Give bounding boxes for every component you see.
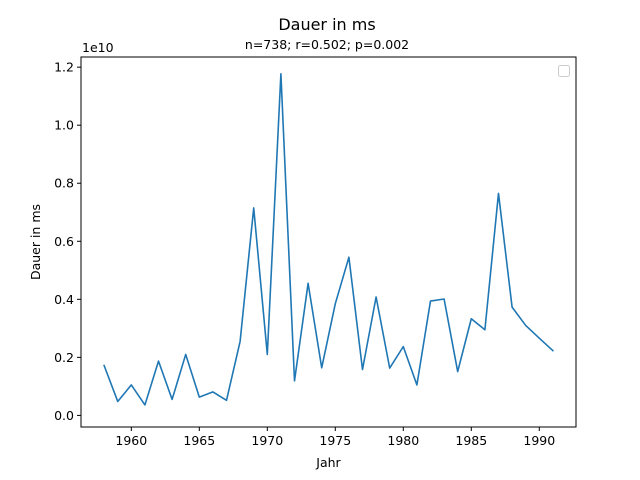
x-tick-label: 1965 bbox=[183, 433, 215, 448]
x-tick-label: 1970 bbox=[251, 433, 283, 448]
x-axis: 1960 1965 1970 1975 1980 1985 1990 bbox=[115, 427, 555, 448]
y-tick-label: 0.2 bbox=[54, 350, 74, 365]
x-tick-label: 1975 bbox=[319, 433, 351, 448]
y-axis: 0.0 0.2 0.4 0.6 0.8 1.0 1.2 bbox=[54, 60, 81, 423]
axes-frame bbox=[80, 56, 577, 428]
series-line bbox=[103, 73, 555, 406]
x-tick-label: 1990 bbox=[523, 433, 555, 448]
x-axis-label: Jahr bbox=[315, 455, 341, 470]
x-tick-label: 1980 bbox=[387, 433, 419, 448]
y-tick-label: 1.0 bbox=[54, 118, 74, 133]
chart-title: Dauer in ms bbox=[278, 15, 375, 34]
plot-area bbox=[80, 56, 577, 428]
y-tick-label: 1.2 bbox=[54, 60, 74, 75]
y-tick-label: 0.0 bbox=[54, 408, 74, 423]
y-tick-label: 0.4 bbox=[54, 292, 74, 307]
legend-box bbox=[558, 65, 570, 77]
y-tick-label: 0.6 bbox=[54, 234, 74, 249]
y-axis-label: Dauer in ms bbox=[28, 204, 43, 280]
y-tick-label: 0.8 bbox=[54, 176, 74, 191]
series-group bbox=[103, 73, 555, 406]
x-tick-label: 1960 bbox=[115, 433, 147, 448]
x-tick-label: 1985 bbox=[455, 433, 487, 448]
chart-subtitle: n=738; r=0.502; p=0.002 bbox=[245, 37, 409, 52]
y-axis-offset-label: 1e10 bbox=[82, 40, 114, 55]
